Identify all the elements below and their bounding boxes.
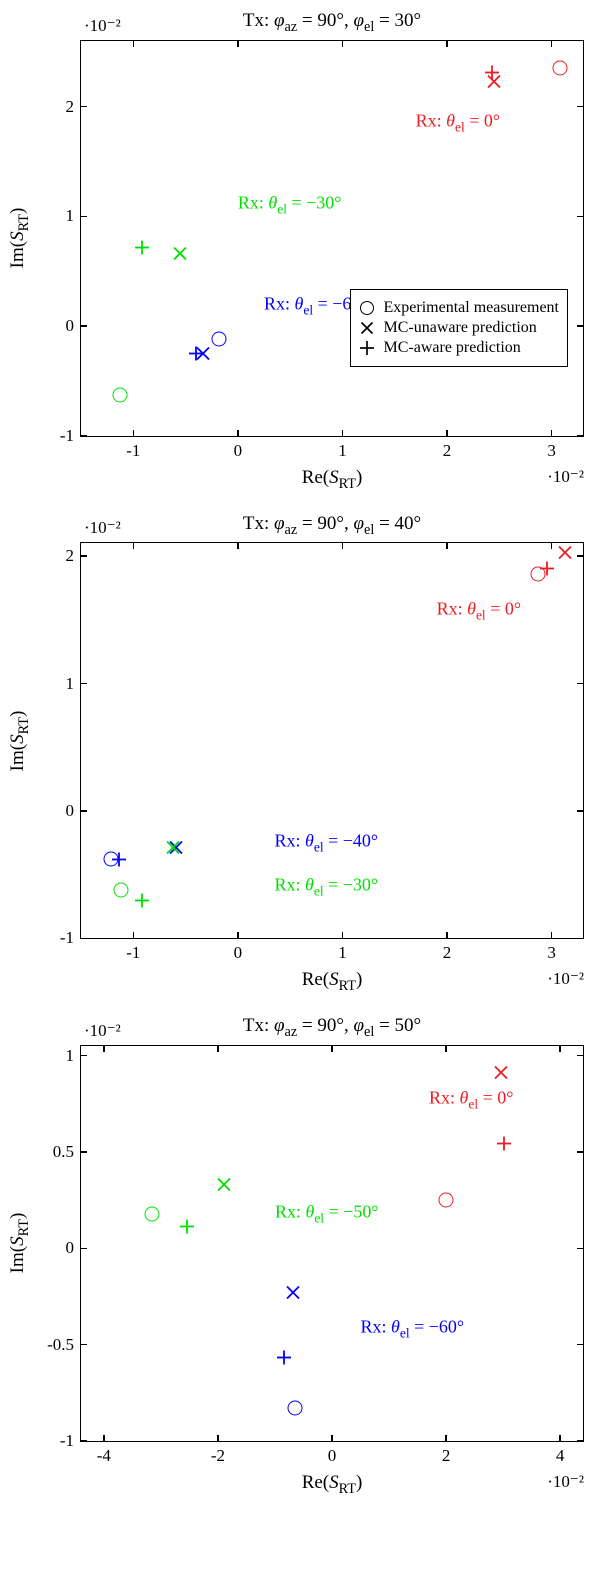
y-tick-label: 0 (66, 1238, 75, 1258)
y-tick-label: -0.5 (47, 1335, 74, 1355)
data-point-circle (112, 388, 127, 403)
data-point-x (165, 840, 181, 861)
data-point-x (172, 245, 188, 266)
annotation-label: Rx: θel = −50° (275, 1201, 379, 1226)
annotation-label: Rx: θel = 0° (416, 111, 500, 136)
x-tick-label: 3 (547, 441, 556, 461)
chart-title: Tx: φaz = 90°, φel = 40° (80, 513, 584, 539)
data-point-x (486, 73, 502, 94)
legend-item: MC-aware prediction (359, 339, 559, 357)
x-axis-label: Re(SRT) (80, 1472, 584, 1498)
data-point-circle (212, 332, 227, 347)
y-scale-exponent: ·10⁻² (84, 518, 121, 538)
legend-label: MC-unaware prediction (384, 319, 537, 337)
y-tick-label: 1 (66, 206, 75, 226)
annotation-label: Rx: θel = −40° (274, 831, 378, 856)
y-tick-label: 2 (66, 546, 75, 566)
annotation-label: Rx: θel = −30° (238, 193, 342, 218)
y-tick-label: -1 (60, 1431, 74, 1451)
x-scale-exponent: ·10⁻² (547, 467, 584, 487)
data-point-x (557, 544, 573, 565)
y-tick-label: 0.5 (53, 1142, 74, 1162)
legend-label: Experimental measurement (384, 299, 559, 317)
data-point-circle (552, 61, 567, 76)
data-point-x (168, 840, 184, 861)
x-axis-label: Re(SRT) (80, 467, 584, 493)
y-tick-label: 2 (66, 97, 75, 117)
x-scale-exponent: ·10⁻² (547, 969, 584, 989)
x-tick-label: 2 (443, 943, 452, 963)
chart-1: Tx: φaz = 90°, φel = 30°·10⁻²Im(SRT)-101… (0, 0, 614, 503)
data-point-circle (145, 1206, 160, 1221)
plot-area: -1-0.500.51-4-2024Rx: θel = 0°Rx: θel = … (80, 1045, 584, 1442)
legend-x-icon (359, 320, 375, 336)
data-point-plus (179, 1219, 195, 1240)
data-point-circle (113, 882, 128, 897)
y-axis-label: Im(SRT) (7, 1213, 33, 1274)
data-point-circle (104, 852, 119, 867)
data-point-plus (134, 240, 150, 261)
data-point-circle (287, 1401, 302, 1416)
data-point-x (493, 1064, 509, 1085)
data-point-plus (134, 892, 150, 913)
data-point-plus (276, 1350, 292, 1371)
legend-circle-icon (359, 300, 375, 316)
y-tick-label: 1 (66, 674, 75, 694)
data-point-plus (484, 64, 500, 85)
legend-item: Experimental measurement (359, 299, 559, 317)
y-axis-label: Im(SRT) (7, 208, 33, 269)
data-point-plus (188, 345, 204, 366)
y-tick-label: 0 (66, 801, 75, 821)
y-tick-label: 1 (66, 1046, 75, 1066)
chart-3: Tx: φaz = 90°, φel = 50°·10⁻²Im(SRT)-1-0… (0, 1005, 614, 1508)
annotation-label: Rx: θel = −60° (361, 1317, 465, 1342)
y-tick-label: 0 (66, 316, 75, 336)
data-point-x (285, 1284, 301, 1305)
y-scale-exponent: ·10⁻² (84, 1021, 121, 1041)
x-tick-label: -1 (126, 943, 140, 963)
data-point-x (216, 1176, 232, 1197)
legend-plus-icon (359, 340, 375, 356)
y-tick-label: -1 (60, 426, 74, 446)
x-tick-label: 0 (234, 943, 243, 963)
chart-title: Tx: φaz = 90°, φel = 30° (80, 10, 584, 36)
x-tick-label: 1 (338, 441, 347, 461)
x-tick-label: 0 (328, 1446, 337, 1466)
chart-title: Tx: φaz = 90°, φel = 50° (80, 1015, 584, 1041)
data-point-circle (439, 1193, 454, 1208)
x-tick-label: 4 (556, 1446, 565, 1466)
x-tick-label: -4 (97, 1446, 111, 1466)
annotation-label: Rx: θel = −30° (274, 875, 378, 900)
data-point-plus (111, 851, 127, 872)
plot-area: -1012-10123Rx: θel = 0°Rx: θel = −30°Rx:… (80, 40, 584, 437)
y-scale-exponent: ·10⁻² (84, 16, 121, 36)
plot-area: -1012-10123Rx: θel = 0°Rx: θel = −40°Rx:… (80, 542, 584, 939)
annotation-label: Rx: θel = 0° (437, 599, 521, 624)
x-scale-exponent: ·10⁻² (547, 1472, 584, 1492)
x-tick-label: 2 (442, 1446, 451, 1466)
chart-2: Tx: φaz = 90°, φel = 40°·10⁻²Im(SRT)-101… (0, 503, 614, 1006)
x-tick-label: 3 (547, 943, 556, 963)
legend-label: MC-aware prediction (384, 339, 521, 357)
y-axis-label: Im(SRT) (7, 711, 33, 772)
x-tick-label: 1 (338, 943, 347, 963)
x-tick-label: -2 (211, 1446, 225, 1466)
data-point-plus (539, 561, 555, 582)
x-axis-label: Re(SRT) (80, 969, 584, 995)
legend: Experimental measurement MC-unaware predi… (350, 289, 568, 367)
annotation-label: Rx: θel = 0° (429, 1088, 513, 1113)
x-tick-label: -1 (126, 441, 140, 461)
data-point-plus (496, 1136, 512, 1157)
legend-item: MC-unaware prediction (359, 319, 559, 337)
x-tick-label: 0 (234, 441, 243, 461)
x-tick-label: 2 (443, 441, 452, 461)
y-tick-label: -1 (60, 928, 74, 948)
data-point-circle (531, 566, 546, 581)
data-point-x (195, 345, 211, 366)
